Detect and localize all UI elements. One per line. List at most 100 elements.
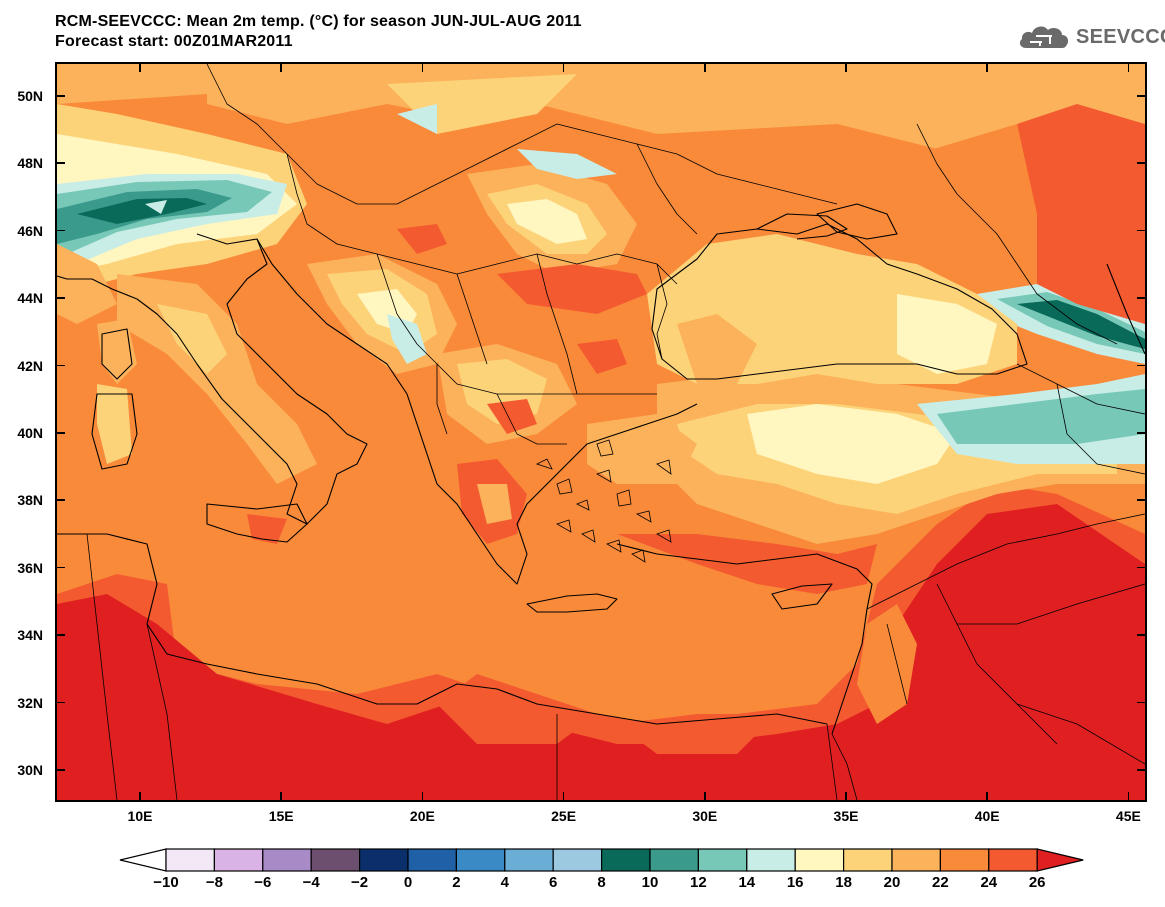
chart-title: RCM-SEEVCCC: Mean 2m temp. (°C) for seas… xyxy=(55,13,582,30)
lat-label: 36N xyxy=(17,559,43,576)
lat-label: 46N xyxy=(17,222,43,239)
lat-label: 44N xyxy=(17,290,43,307)
colorbar-label: 22 xyxy=(932,874,949,891)
colorbar-swatch xyxy=(697,848,748,872)
lon-tick xyxy=(845,792,847,800)
lat-label: 48N xyxy=(17,155,43,172)
lon-tick xyxy=(562,792,565,800)
colorbar-swatches xyxy=(119,848,1084,872)
colorbar-label: 10 xyxy=(641,874,659,891)
lon-label: 30E xyxy=(692,808,718,824)
lat-tick xyxy=(1137,566,1145,569)
lon-tick xyxy=(1127,64,1130,72)
lat-label: 50N xyxy=(17,88,43,104)
lon-tick xyxy=(421,64,424,72)
lat-tick xyxy=(1137,297,1145,299)
lon-tick xyxy=(280,64,282,72)
lat-tick xyxy=(1137,364,1145,367)
colorbar-label: 4 xyxy=(500,874,509,891)
colorbar-label: −10 xyxy=(153,874,179,891)
lon-tick xyxy=(139,64,141,72)
lat-tick xyxy=(1137,769,1145,771)
lon-tick xyxy=(986,792,988,800)
colorbar-swatch xyxy=(359,848,409,872)
colorbar-label: 20 xyxy=(883,874,901,891)
colorbar-label: −2 xyxy=(351,874,369,891)
logo-text: SEEVCCC xyxy=(1076,25,1165,48)
lat-label: 34N xyxy=(17,627,43,644)
colorbar-swatch xyxy=(649,848,700,872)
colorbar-label: 6 xyxy=(549,874,558,891)
lat-tick xyxy=(57,566,65,569)
lat-label: 42N xyxy=(17,357,43,374)
forecast-start-label: Forecast start: 00Z01MAR2011 xyxy=(55,33,293,50)
lon-label: 40E xyxy=(974,808,1000,824)
lat-tick xyxy=(1137,162,1145,164)
lon-label: 35E xyxy=(833,808,859,824)
lat-label: 30N xyxy=(17,762,43,778)
cloud-icon xyxy=(1019,26,1069,48)
seevccc-logo: SEEVCCC xyxy=(1018,22,1165,52)
lon-tick xyxy=(704,64,706,72)
colorbar-swatch xyxy=(601,848,651,872)
lon-tick xyxy=(845,64,847,72)
lat-label: 32N xyxy=(17,694,43,711)
lat-tick xyxy=(1137,701,1145,704)
colorbar-label: 26 xyxy=(1028,874,1046,891)
colorbar-label: 0 xyxy=(403,874,413,891)
colorbar-swatch xyxy=(746,848,796,872)
lon-tick xyxy=(421,792,424,800)
colorbar-label: −6 xyxy=(254,874,272,891)
colorbar-over-triangle xyxy=(1036,848,1084,872)
lon-tick xyxy=(139,792,141,800)
lon-tick xyxy=(1127,792,1130,800)
colorbar-label: 18 xyxy=(835,874,852,891)
lat-tick xyxy=(57,432,65,434)
colorbar-label: 8 xyxy=(597,874,606,891)
colorbar-swatch xyxy=(988,848,1038,872)
colorbar-label: −8 xyxy=(205,874,223,891)
colorbar-swatch xyxy=(310,848,361,872)
colorbar-swatch xyxy=(842,848,893,872)
colorbar-swatch xyxy=(455,848,506,872)
colorbar-under-triangle xyxy=(119,848,167,872)
colorbar-swatch xyxy=(939,848,990,872)
colorbar-swatch xyxy=(165,848,216,872)
colorbar-swatch xyxy=(213,848,264,872)
lat-tick xyxy=(1137,229,1145,232)
colorbar xyxy=(118,848,1088,877)
lon-label: 15E xyxy=(268,808,294,824)
lat-tick xyxy=(57,769,65,771)
lat-tick xyxy=(57,701,65,704)
colorbar-label: 14 xyxy=(738,874,756,891)
colorbar-swatch xyxy=(891,848,942,872)
colorbar-swatch xyxy=(504,848,554,872)
lon-label: 25E xyxy=(551,808,577,824)
lon-tick xyxy=(986,64,988,72)
temperature-map xyxy=(57,64,1145,800)
lon-label: 10E xyxy=(127,808,153,824)
lat-tick xyxy=(57,162,65,164)
lat-tick xyxy=(1137,432,1145,434)
lat-tick xyxy=(57,297,65,299)
colorbar-swatch xyxy=(407,848,458,872)
lat-tick xyxy=(1137,634,1145,636)
lon-tick xyxy=(562,64,565,72)
colorbar-swatch xyxy=(552,848,603,872)
map-frame xyxy=(55,62,1147,802)
lat-tick xyxy=(57,95,65,97)
lat-tick xyxy=(57,229,65,232)
colorbar-label: 2 xyxy=(452,874,461,891)
lat-tick xyxy=(1137,95,1145,97)
lat-tick xyxy=(1137,499,1145,501)
colorbar-label: 16 xyxy=(786,874,804,891)
colorbar-swatch xyxy=(262,848,312,872)
lon-tick xyxy=(704,792,706,800)
lon-label: 45E xyxy=(1115,808,1141,824)
colorbar-label: 12 xyxy=(690,874,707,891)
lat-label: 38N xyxy=(17,492,43,509)
colorbar-swatch xyxy=(794,848,845,872)
colorbar-label: 24 xyxy=(980,874,998,891)
lat-label: 40N xyxy=(17,425,43,441)
lat-tick xyxy=(57,634,65,636)
